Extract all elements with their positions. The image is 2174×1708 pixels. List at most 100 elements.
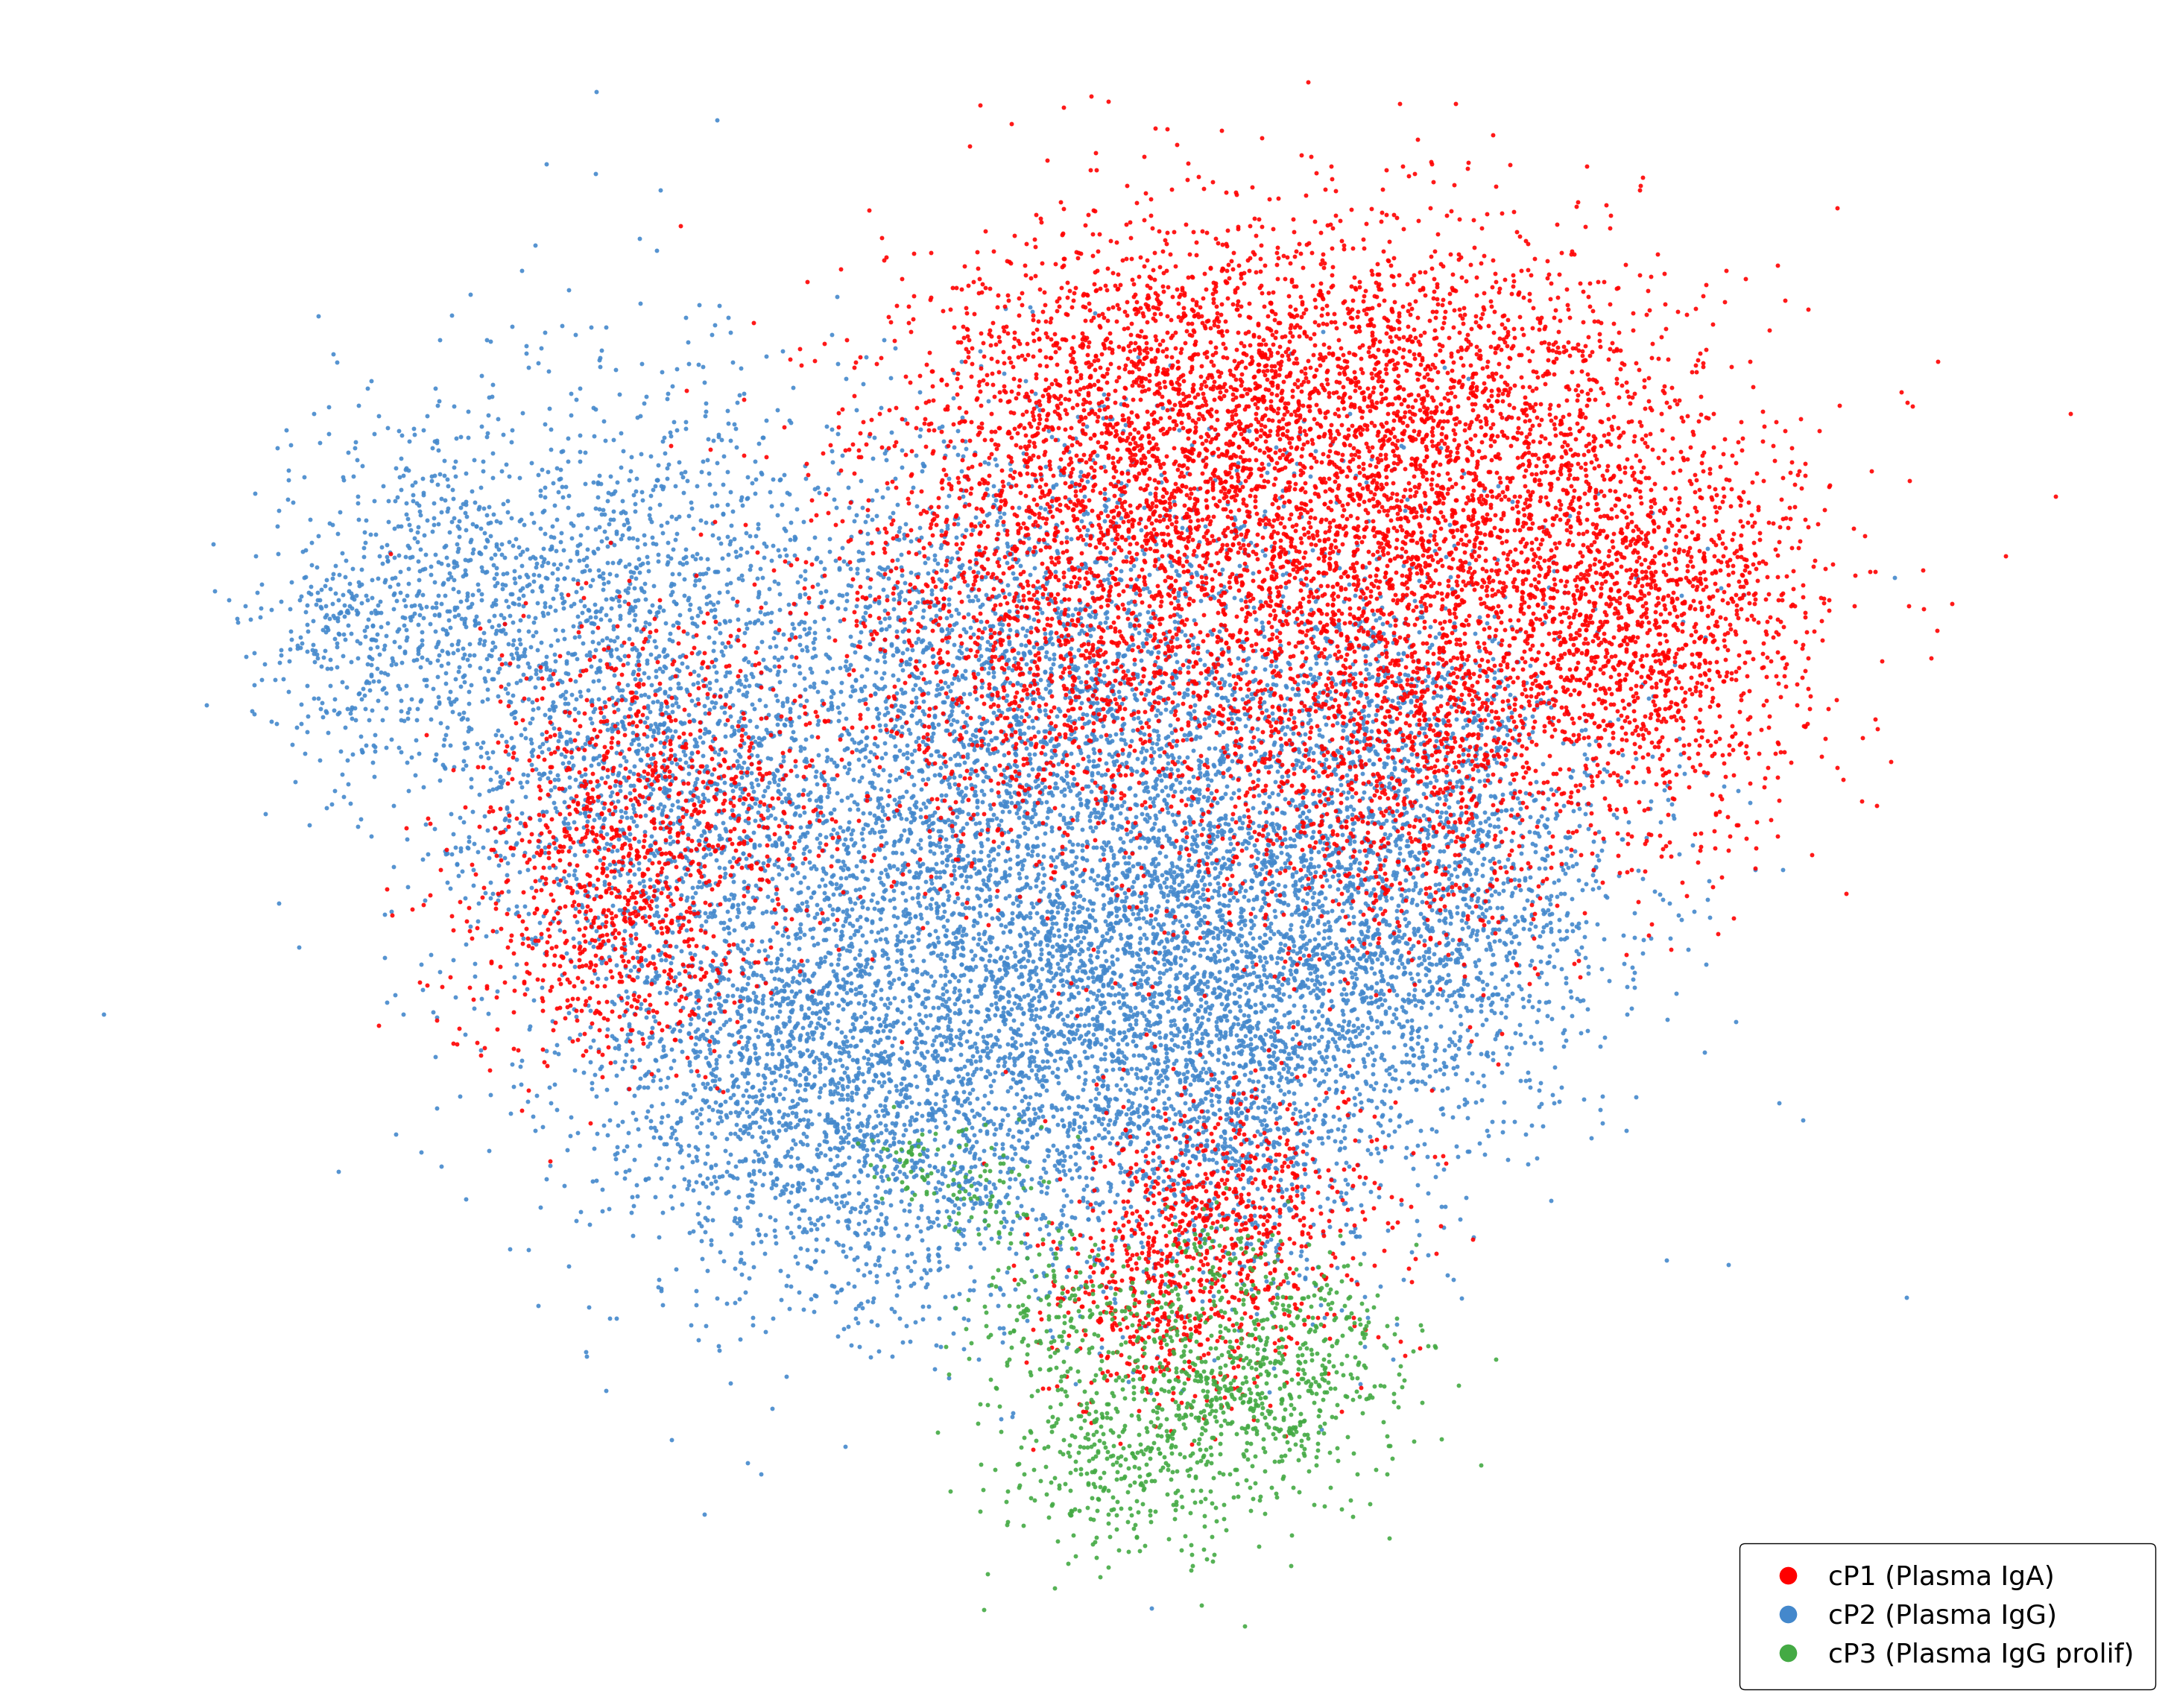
- Point: [1172, 1242, 1207, 1269]
- Point: [767, 897, 802, 924]
- Point: [1189, 1059, 1224, 1086]
- Point: [544, 681, 578, 709]
- Point: [898, 859, 933, 886]
- Point: [1637, 572, 1672, 600]
- Point: [1265, 482, 1300, 509]
- Point: [1465, 980, 1500, 1008]
- Point: [1300, 1013, 1335, 1040]
- Point: [1717, 762, 1752, 789]
- Point: [1248, 704, 1283, 731]
- Point: [1313, 1167, 1348, 1194]
- Point: [1285, 1184, 1320, 1211]
- Point: [1059, 914, 1094, 941]
- Point: [1172, 1107, 1207, 1134]
- Point: [1091, 690, 1126, 717]
- Point: [1215, 951, 1250, 979]
- Point: [730, 538, 765, 565]
- Point: [970, 763, 1004, 791]
- Point: [1222, 410, 1257, 437]
- Point: [315, 340, 350, 367]
- Point: [502, 586, 537, 613]
- Point: [430, 839, 465, 866]
- Point: [659, 874, 694, 902]
- Point: [700, 980, 735, 1008]
- Point: [670, 883, 704, 910]
- Point: [1159, 943, 1194, 970]
- Point: [1052, 1477, 1087, 1505]
- Point: [1357, 600, 1391, 627]
- Point: [1283, 449, 1317, 477]
- Point: [1687, 557, 1722, 584]
- Point: [1083, 722, 1117, 750]
- Point: [463, 540, 498, 567]
- Point: [483, 673, 517, 700]
- Point: [1261, 582, 1296, 610]
- Point: [1037, 733, 1072, 760]
- Point: [1174, 1206, 1209, 1233]
- Point: [474, 948, 509, 975]
- Point: [804, 837, 839, 864]
- Point: [757, 722, 791, 750]
- Point: [1187, 705, 1222, 733]
- Point: [583, 562, 617, 589]
- Point: [1074, 728, 1109, 755]
- Point: [1367, 874, 1402, 902]
- Point: [1072, 569, 1107, 596]
- Point: [998, 579, 1033, 606]
- Point: [1302, 1069, 1337, 1097]
- Point: [480, 774, 515, 801]
- Point: [1307, 933, 1341, 960]
- Point: [1224, 1389, 1259, 1416]
- Point: [1609, 637, 1644, 664]
- Point: [407, 892, 441, 919]
- Point: [1372, 830, 1407, 857]
- Point: [1120, 494, 1154, 521]
- Point: [1350, 393, 1385, 420]
- Point: [1417, 763, 1452, 791]
- Point: [985, 1003, 1020, 1030]
- Point: [1048, 782, 1083, 810]
- Point: [1044, 999, 1078, 1027]
- Point: [822, 946, 857, 974]
- Point: [1507, 398, 1541, 425]
- Point: [896, 772, 930, 799]
- Point: [1452, 550, 1487, 577]
- Point: [833, 1332, 867, 1360]
- Point: [1111, 437, 1146, 465]
- Point: [1072, 1262, 1107, 1290]
- Point: [885, 647, 920, 675]
- Point: [1330, 987, 1365, 1015]
- Point: [1109, 1363, 1144, 1390]
- Point: [1087, 955, 1122, 982]
- Point: [1474, 627, 1509, 654]
- Point: [457, 950, 491, 977]
- Point: [1094, 968, 1128, 996]
- Point: [1137, 601, 1172, 629]
- Point: [896, 239, 930, 266]
- Point: [887, 955, 922, 982]
- Point: [539, 933, 574, 960]
- Point: [1507, 711, 1541, 738]
- Point: [1528, 506, 1563, 533]
- Point: [1070, 342, 1104, 369]
- Point: [1117, 1278, 1152, 1305]
- Point: [1630, 432, 1665, 459]
- Point: [1467, 391, 1502, 418]
- Point: [1467, 488, 1502, 516]
- Point: [1137, 466, 1172, 494]
- Point: [1080, 799, 1115, 827]
- Point: [1280, 950, 1315, 977]
- Point: [1437, 840, 1472, 868]
- Point: [1289, 1231, 1324, 1259]
- Point: [1387, 987, 1422, 1015]
- Point: [478, 890, 513, 917]
- Point: [1378, 647, 1413, 675]
- Point: [1091, 295, 1126, 323]
- Point: [1315, 1332, 1350, 1360]
- Point: [1094, 804, 1128, 832]
- Point: [1280, 388, 1315, 415]
- Point: [1059, 883, 1094, 910]
- Point: [1204, 784, 1239, 811]
- Point: [1344, 909, 1378, 936]
- Point: [776, 996, 811, 1023]
